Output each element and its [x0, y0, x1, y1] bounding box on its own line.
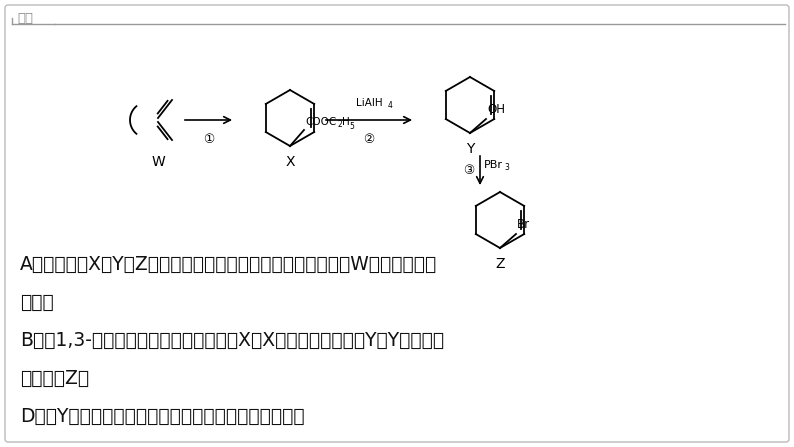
Text: Z: Z — [495, 257, 505, 271]
Text: OH: OH — [487, 103, 505, 116]
Text: LiAlH: LiAlH — [356, 98, 383, 108]
Text: PBr: PBr — [484, 160, 503, 170]
Text: 5: 5 — [349, 122, 354, 131]
Text: Y: Y — [466, 142, 474, 156]
Text: 解析: 解析 — [17, 13, 33, 25]
Text: ②: ② — [364, 133, 375, 146]
Text: B项，1,3-丁二烯与丙烯酸乙酯加成生成X，X发生还原反应生成Y，Y发生取代: B项，1,3-丁二烯与丙烯酸乙酯加成生成X，X发生还原反应生成Y，Y发生取代 — [20, 331, 444, 350]
Text: 4: 4 — [388, 101, 393, 110]
Text: A项，化合物X、Y、Z连接支链的碳原子为手性碳原子，化合物W中没有手性碳: A项，化合物X、Y、Z连接支链的碳原子为手性碳原子，化合物W中没有手性碳 — [20, 255, 437, 274]
Text: 反应生成Z；: 反应生成Z； — [20, 369, 89, 388]
Text: D项，Y中含有碳碳双键，可被酸性高锰酸钾溶液氧化。: D项，Y中含有碳碳双键，可被酸性高锰酸钾溶液氧化。 — [20, 407, 305, 426]
Text: 原子；: 原子； — [20, 293, 54, 312]
Text: ③: ③ — [463, 164, 474, 177]
Text: Br: Br — [517, 218, 530, 231]
Text: W: W — [151, 155, 165, 169]
Text: H: H — [342, 117, 349, 127]
Text: COOC: COOC — [305, 117, 336, 127]
Text: 2: 2 — [337, 120, 341, 129]
FancyBboxPatch shape — [5, 5, 789, 442]
Text: ①: ① — [203, 133, 214, 146]
Text: X: X — [285, 155, 295, 169]
Text: 3: 3 — [504, 163, 509, 172]
